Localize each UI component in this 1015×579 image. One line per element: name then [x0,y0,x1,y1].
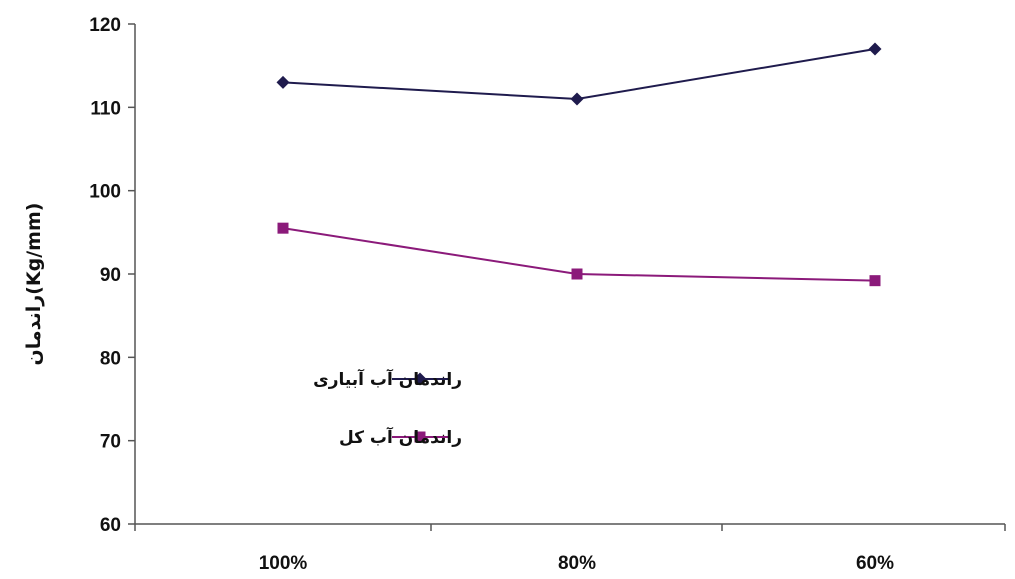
y-tick-label: 100 [89,182,121,203]
x-axis: 100% 80% 60% [134,523,1006,574]
data-point [277,222,289,234]
legend-marker [413,372,427,386]
y-tick-label: 120 [89,15,121,36]
y-axis: 60 70 80 90 100 110 120 [89,15,136,536]
y-tick-label: 90 [100,265,121,286]
data-point [868,42,882,56]
y-tick-label: 60 [100,515,121,536]
legend-marker [414,431,426,443]
legend-item: راندمان آب آبیاری [313,368,462,390]
x-tick-label: 60% [856,553,894,574]
legend-label: راندمان آب آبیاری [313,368,462,390]
y-tick-label: 70 [100,432,121,453]
legend: راندمان آب آبیاری راندمان آب کل [313,368,462,448]
x-tick-label: 80% [558,553,596,574]
data-point [276,75,290,89]
series-2 [277,222,881,287]
data-point [570,92,584,106]
y-axis-label: راندمان(Kg/mm) [23,203,45,366]
series-line [282,48,876,101]
series-1 [276,42,882,106]
legend-label: راندمان آب کل [339,426,462,448]
data-point [869,275,881,287]
y-tick-label: 110 [90,98,121,119]
series-layer [276,42,882,287]
data-point [571,268,583,280]
y-tick-label: 80 [100,348,121,369]
x-tick-label: 100% [259,553,308,574]
legend-item: راندمان آب کل [339,426,462,448]
